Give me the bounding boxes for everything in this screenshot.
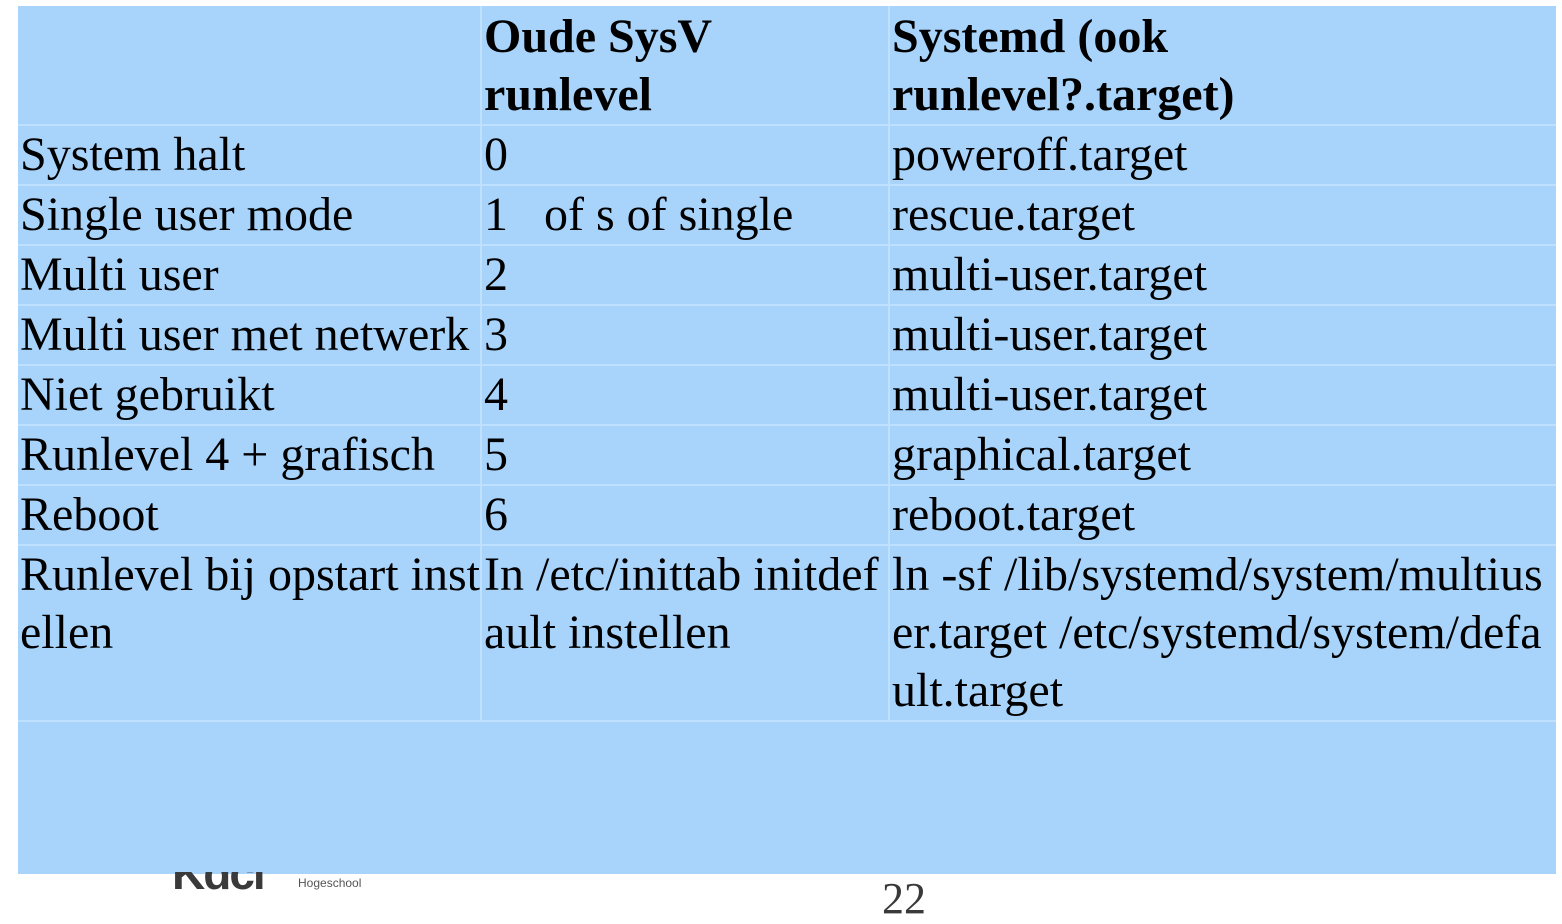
header-cell-systemd: Systemd (ook runlevel?.target) [890, 6, 1556, 126]
row-sysv-runlevel: 6 [482, 486, 890, 546]
row-sysv-runlevel: 2 [482, 246, 890, 306]
row-systemd-target: poweroff.target [890, 126, 1556, 186]
row-sysv-runlevel: 0 [482, 126, 890, 186]
logo-wordmark: Kdci [172, 872, 266, 894]
header-cell-empty [18, 6, 482, 126]
row-systemd-target: rescue.target [890, 186, 1556, 246]
row-systemd-target: multi-user.target [890, 306, 1556, 366]
header-cell-sysv: Oude SysV runlevel [482, 6, 890, 126]
row-description: Niet gebruikt [18, 366, 482, 426]
row-systemd-target: graphical.target [890, 426, 1556, 486]
row-sysv-runlevel: 4 [482, 366, 890, 426]
row-description: Multi user [18, 246, 482, 306]
page-number: 22 [882, 874, 926, 923]
row-sysv-runlevel: 3 [482, 306, 890, 366]
row-description: Reboot [18, 486, 482, 546]
row-systemd-target: ln -sf /lib/systemd/system/multiuser.tar… [890, 546, 1556, 722]
row-description: Runlevel bij opstart instellen [18, 546, 482, 722]
row-sysv-runlevel: In /etc/inittab initdefault instellen [482, 546, 890, 722]
row-sysv-runlevel: 5 [482, 426, 890, 486]
row-systemd-target: multi-user.target [890, 366, 1556, 426]
row-systemd-target: multi-user.target [890, 246, 1556, 306]
runlevel-table: Oude SysV runlevel Systemd (ook runlevel… [18, 6, 1556, 874]
row-description: Single user mode [18, 186, 482, 246]
row-description: Multi user met netwerk [18, 306, 482, 366]
row-systemd-target: reboot.target [890, 486, 1556, 546]
school-logo: Kdci Hogeschool [172, 872, 412, 894]
row-description: Runlevel 4 + grafisch [18, 426, 482, 486]
row-sysv-runlevel: 1 of s of single [482, 186, 890, 246]
logo-subtext: Hogeschool [298, 876, 362, 890]
row-description: System halt [18, 126, 482, 186]
table-grid: Oude SysV runlevel Systemd (ook runlevel… [18, 6, 1556, 722]
